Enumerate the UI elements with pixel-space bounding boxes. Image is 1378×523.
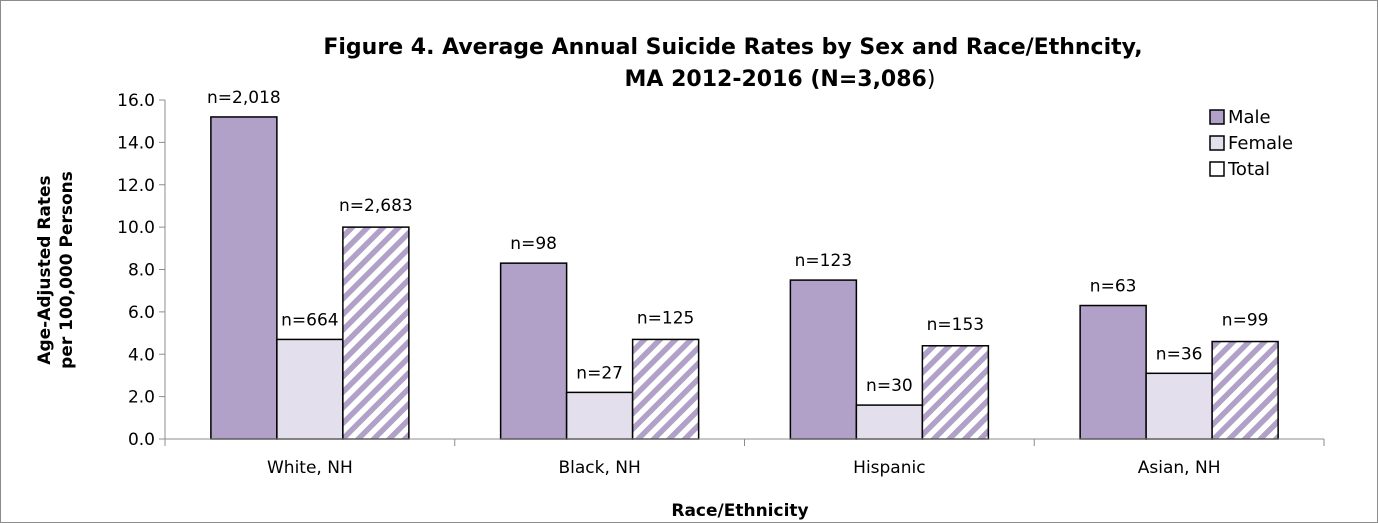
y-tick-label: 8.0: [128, 261, 155, 281]
bar-data-label: n=36: [1156, 344, 1203, 364]
bar-female: [1145, 372, 1213, 440]
y-tick-label: 0.0: [128, 430, 155, 450]
legend-label-male: Male: [1228, 107, 1271, 128]
x-tick-label: Black, NH: [558, 458, 640, 478]
y-axis-title-line2: per 100,000 Persons: [57, 171, 77, 369]
y-tick-label: 12.0: [117, 176, 155, 196]
bar-data-label: n=27: [576, 363, 623, 383]
chart-title-line2-bold: MA 2012-2016 (N=3,086: [625, 67, 927, 92]
bar-data-label: n=123: [795, 251, 852, 271]
bar-male: [789, 279, 858, 440]
bar-total: [631, 338, 700, 440]
bar-total: [342, 226, 410, 440]
y-tick-label: 4.0: [128, 345, 155, 365]
legend-swatch-total: [1209, 161, 1225, 177]
legend-swatch-female: [1209, 135, 1225, 151]
y-tick-label: 6.0: [128, 303, 155, 323]
y-tick-label: 2.0: [128, 388, 155, 408]
chart-title-line2-paren: ): [927, 67, 936, 92]
bar-female: [276, 338, 344, 440]
legend-swatch-male: [1209, 109, 1225, 125]
y-axis: 0.0 2.0 4.0 6.0 8.0 10.0 12.0 14.0 16.0: [117, 91, 166, 450]
legend: Male Female Total: [1209, 107, 1293, 180]
bar-male: [210, 116, 278, 440]
bar-total: [921, 345, 990, 440]
bar-total: [1211, 340, 1279, 440]
bar-male: [499, 262, 568, 440]
y-tick-label: 16.0: [117, 91, 155, 111]
bar-data-label: n=664: [281, 310, 338, 330]
x-tick-label: Hispanic: [853, 458, 925, 478]
bar-data-label: n=98: [510, 234, 557, 254]
y-tick-label: 14.0: [117, 133, 155, 153]
bar-data-label: n=153: [927, 315, 984, 335]
bar-data-label: n=30: [866, 376, 913, 396]
bar-female: [855, 404, 924, 440]
chart-title-line1: Figure 4. Average Annual Suicide Rates b…: [323, 35, 1142, 60]
bar-data-label: n=63: [1090, 277, 1137, 297]
legend-label-female: Female: [1228, 133, 1293, 154]
x-tick-label: Asian, NH: [1138, 458, 1221, 478]
y-tick-label: 10.0: [117, 218, 155, 238]
bar-female: [565, 391, 634, 440]
data-labels: n=2,018 n=98 n=123 n=63 n=664 n=27 n=30 n=36 n=2…: [207, 88, 1268, 396]
bar-data-label: n=2,683: [339, 196, 413, 216]
bar-data-label: n=99: [1222, 311, 1269, 331]
y-axis-title-line1: Age-Adjusted Rates: [35, 175, 55, 364]
bars: [210, 116, 1279, 440]
x-axis-title: Race/Ethnicity: [671, 501, 808, 521]
bar-data-label: n=125: [637, 308, 694, 328]
bar-data-label: n=2,018: [207, 88, 281, 108]
chart-title-line2: MA 2012-2016 (N=3,086): [625, 67, 936, 92]
legend-label-total: Total: [1227, 159, 1270, 180]
x-tick-label: White, NH: [267, 458, 353, 478]
bar-male: [1079, 304, 1147, 440]
x-axis: White, NH Black, NH Hispanic Asian, NH: [164, 438, 1325, 478]
